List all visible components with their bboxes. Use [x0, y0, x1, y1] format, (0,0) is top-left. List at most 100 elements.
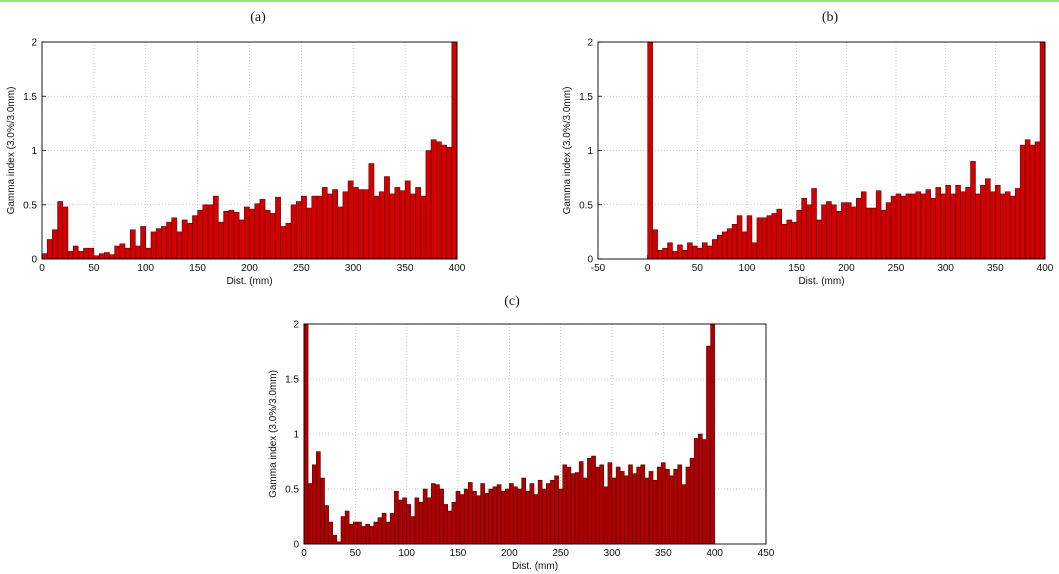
y-tick-label: 1 — [31, 146, 37, 157]
bar — [373, 521, 379, 545]
bar — [550, 479, 555, 545]
bar — [1014, 188, 1021, 260]
bar — [1019, 144, 1026, 260]
bar — [353, 187, 359, 260]
bar — [435, 484, 440, 545]
bar — [212, 195, 219, 260]
bar — [145, 247, 152, 260]
bar — [342, 191, 349, 260]
bar — [865, 207, 872, 260]
bar — [895, 193, 902, 260]
axes-frame — [41, 41, 458, 260]
y-axis-label: Gamma index (3.0%/3.0mm) — [268, 370, 279, 498]
x-tick-label: 200 — [501, 548, 518, 559]
bar — [693, 438, 699, 545]
bar — [513, 486, 518, 545]
bar — [816, 219, 822, 260]
bar — [394, 187, 401, 260]
bar — [791, 221, 797, 260]
bar — [389, 193, 395, 260]
bar — [443, 504, 448, 545]
bar — [124, 247, 131, 260]
bar — [399, 190, 406, 260]
bar — [358, 189, 364, 260]
bar — [176, 231, 183, 260]
bar — [285, 222, 292, 260]
bar — [558, 488, 563, 545]
bar — [746, 215, 753, 260]
bar — [135, 245, 141, 260]
bar — [736, 215, 743, 260]
bar — [766, 215, 773, 260]
bar — [846, 202, 852, 260]
bar — [673, 468, 678, 545]
bar — [880, 209, 887, 260]
bar — [52, 229, 58, 260]
x-tick-label: 350 — [397, 263, 414, 274]
y-tick-label: 0 — [587, 255, 593, 266]
bar — [244, 206, 250, 260]
bar — [238, 219, 245, 260]
bar — [960, 191, 966, 260]
bar — [687, 242, 693, 260]
bar — [197, 209, 204, 260]
bar — [721, 231, 728, 260]
bar — [1009, 195, 1016, 260]
bar — [856, 197, 862, 260]
bar — [761, 217, 768, 260]
bar — [280, 226, 287, 260]
y-tick-label: 1 — [293, 430, 299, 441]
x-tick-label: 250 — [552, 548, 569, 559]
x-tick-label: 400 — [449, 263, 466, 274]
bar — [447, 510, 453, 545]
x-tick-label: 50 — [350, 548, 362, 559]
x-tick-label: 300 — [345, 263, 362, 274]
bar — [129, 229, 136, 260]
bar — [311, 464, 317, 545]
bar — [228, 209, 235, 260]
bar — [332, 534, 338, 545]
bar — [697, 433, 703, 545]
bar — [93, 255, 100, 260]
bar — [420, 195, 427, 260]
bar — [410, 516, 416, 545]
bar — [995, 184, 1001, 260]
bar — [365, 523, 370, 545]
bar — [321, 187, 328, 260]
bar — [259, 199, 266, 260]
bar — [697, 247, 703, 260]
bar — [533, 494, 539, 545]
x-tick-label: 150 — [189, 263, 206, 274]
bar — [726, 228, 733, 260]
bar — [702, 242, 708, 260]
bar — [340, 516, 346, 545]
axes-frame — [597, 41, 1046, 260]
bar — [836, 211, 842, 260]
x-tick-label: -50 — [591, 263, 606, 274]
y-tick-label: 2 — [293, 320, 299, 331]
bar — [295, 201, 302, 260]
bar — [707, 245, 713, 260]
bar — [607, 462, 613, 545]
bar — [361, 526, 366, 545]
bar — [504, 488, 510, 545]
bar — [480, 483, 485, 545]
bar — [327, 193, 333, 260]
bar — [270, 213, 276, 260]
bar — [741, 231, 748, 260]
bar — [436, 141, 442, 260]
x-tick-label: 250 — [293, 263, 310, 274]
bar — [930, 197, 936, 260]
x-tick-label: 50 — [692, 263, 704, 274]
bar — [806, 204, 812, 260]
x-axis-label: Dist. (mm) — [226, 276, 272, 287]
x-tick-label: 0 — [301, 548, 307, 559]
bar — [731, 224, 738, 260]
bar — [682, 250, 688, 260]
bar — [970, 161, 976, 260]
bar — [669, 475, 674, 545]
bar — [801, 197, 807, 260]
bar — [875, 190, 882, 260]
bar — [451, 501, 457, 545]
y-tick-label: 1 — [587, 146, 593, 157]
